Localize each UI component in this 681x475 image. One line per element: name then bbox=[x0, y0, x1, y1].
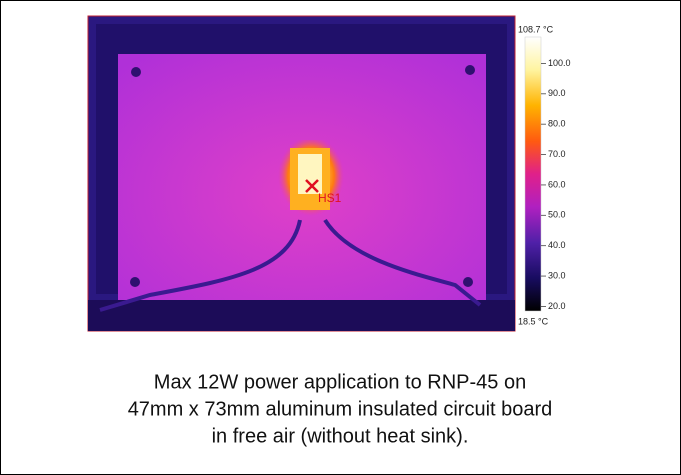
tick-label: 60.0 bbox=[548, 179, 566, 189]
cable bbox=[323, 218, 482, 307]
tick-label: 100.0 bbox=[548, 58, 571, 68]
hole bbox=[465, 65, 475, 75]
hole bbox=[131, 67, 141, 77]
scale-max: 108.7 °C bbox=[518, 24, 554, 34]
color-scale: 108.7 °C 18.5 °C 100.0 90.0 80.0 70.0 60.0 50… bbox=[518, 24, 571, 326]
tick-label: 70.0 bbox=[548, 149, 566, 159]
caption-line: 47mm x 73mm aluminum insulated circuit b… bbox=[128, 398, 553, 420]
color-bar bbox=[524, 36, 542, 312]
bottom-edge bbox=[88, 300, 515, 331]
hole bbox=[463, 277, 473, 287]
hole bbox=[130, 277, 140, 287]
caption-line: Max 12W power application to RNP-45 on bbox=[154, 371, 526, 393]
caption: Max 12W power application to RNP-45 on 4… bbox=[128, 371, 553, 447]
caption-line: in free air (without heat sink). bbox=[212, 425, 469, 447]
scale-min: 18.5 °C bbox=[518, 316, 549, 326]
marker-label: HS1 bbox=[318, 191, 342, 205]
marker bbox=[305, 179, 319, 193]
thermal-image: HS1 bbox=[87, 15, 516, 332]
tick-label: 50.0 bbox=[548, 210, 566, 220]
tick-label: 90.0 bbox=[548, 88, 566, 98]
tick-label: 20.0 bbox=[548, 301, 566, 311]
tick-label: 80.0 bbox=[548, 119, 566, 129]
tick-label: 40.0 bbox=[548, 240, 566, 250]
cable bbox=[99, 219, 302, 312]
tick-label: 30.0 bbox=[548, 270, 566, 280]
